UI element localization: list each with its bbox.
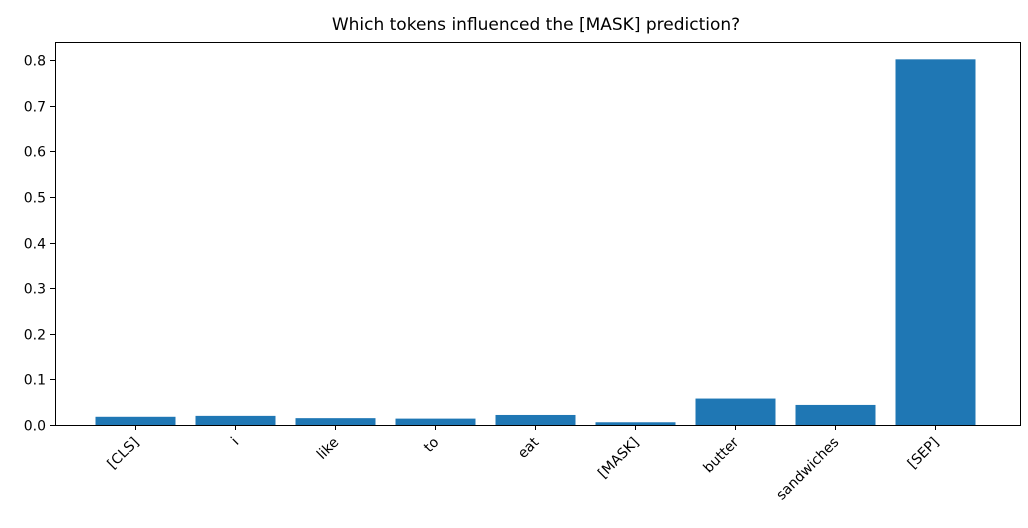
- x-tick-label: [MASK]: [595, 435, 642, 482]
- y-tick-label: 0.8: [24, 54, 46, 70]
- bar: [595, 422, 676, 425]
- axes-frame: [55, 42, 1021, 426]
- y-tick-label: 0.3: [24, 282, 46, 298]
- x-tick-label: [SEP]: [905, 435, 943, 473]
- x-tick-label: sandwiches: [773, 435, 842, 504]
- y-tick-label: 0.7: [24, 100, 46, 116]
- bar: [395, 418, 476, 425]
- bar: [895, 59, 976, 425]
- bar: [495, 414, 576, 425]
- x-tick-label: like: [314, 435, 342, 463]
- y-axis: 0.0 0.1 0.2 0.3 0.4 0.5 0.6 0.7 0.8: [24, 54, 55, 435]
- bar: [95, 416, 176, 425]
- y-tick-label: 0.6: [24, 145, 46, 161]
- x-tick-label: [CLS]: [105, 435, 143, 473]
- bar: [795, 404, 876, 425]
- x-tick-label: butter: [701, 434, 743, 476]
- bar: [195, 415, 276, 425]
- bar: [295, 418, 376, 425]
- x-tick-label: i: [228, 435, 242, 449]
- chart-title: Which tokens influenced the [MASK] predi…: [332, 15, 740, 35]
- y-tick-label: 0.1: [24, 373, 46, 389]
- y-tick-label: 0.2: [24, 328, 46, 344]
- bars: [95, 59, 976, 425]
- x-tick-label: eat: [515, 434, 543, 462]
- y-tick-label: 0.0: [24, 419, 46, 435]
- bar: [695, 398, 776, 425]
- y-tick-label: 0.4: [24, 237, 46, 253]
- x-axis: [CLS] i like to eat [MASK] butter sandwiches [SE…: [105, 425, 943, 504]
- x-tick-label: to: [421, 435, 442, 456]
- y-tick-label: 0.5: [24, 191, 46, 207]
